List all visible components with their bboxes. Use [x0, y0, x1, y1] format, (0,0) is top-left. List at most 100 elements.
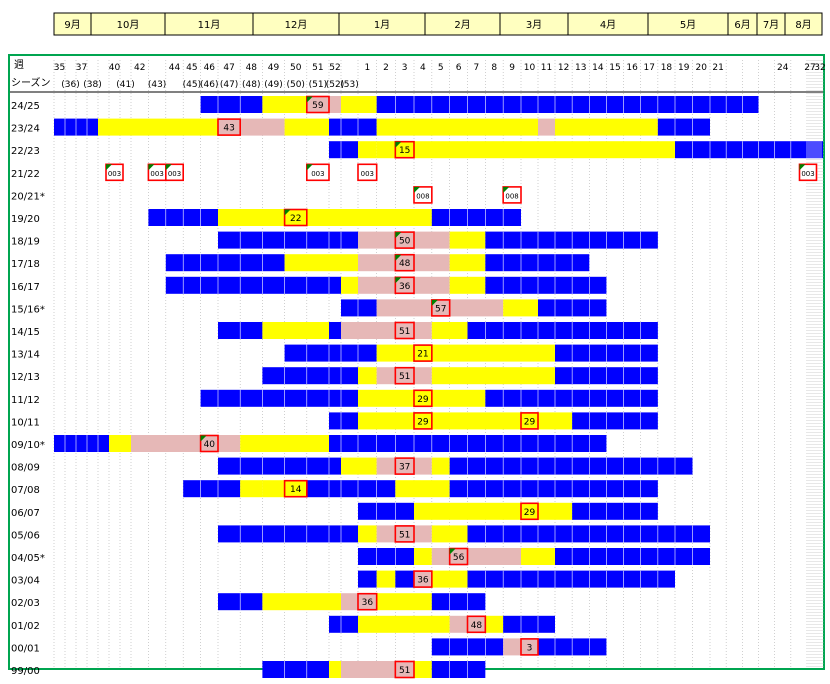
- week-tick-label: 35: [54, 63, 65, 73]
- season-bar-yellow: [521, 548, 555, 565]
- week-tick-label: 21: [712, 63, 723, 73]
- week-tick-label: 50: [290, 63, 302, 73]
- season-bar-blue: [306, 480, 396, 498]
- season-bar-yellow: [414, 344, 555, 362]
- comment-flag: [200, 435, 207, 442]
- comment-flag: [503, 186, 510, 193]
- season-bar-yellow: [449, 254, 486, 272]
- week-tick-label: 12: [558, 63, 569, 73]
- month-label: 1月: [374, 19, 390, 31]
- peak-marker-label: 003: [801, 170, 814, 178]
- week-tick-label: 8: [491, 63, 497, 73]
- season-week-label: (52): [326, 80, 344, 90]
- peak-markers: 59 43 15 003 003 003 003 003 003 008 008 22 50 48 36 57…: [105, 95, 818, 679]
- peak-marker: [394, 253, 415, 272]
- comment-flag: [148, 164, 155, 171]
- week-tick-label: 24: [777, 63, 789, 73]
- season-bar-yellow: [358, 615, 450, 633]
- season-bar-blue: [431, 593, 486, 611]
- season-week-label: (53): [340, 80, 358, 90]
- peak-marker-label: 3: [527, 643, 533, 653]
- season-bar-blue: [165, 276, 341, 294]
- season-bar-blue: [431, 661, 486, 678]
- week-tick-label: 51: [312, 63, 323, 73]
- season-bar-blue: [358, 570, 377, 588]
- week-tick-label: 46: [204, 63, 216, 73]
- peak-marker: [394, 276, 415, 295]
- peak-marker: [283, 479, 308, 498]
- week-tick-label: 45: [186, 63, 197, 73]
- week-tick-label: 7: [474, 63, 480, 73]
- month-label: 7月: [763, 19, 779, 31]
- season-bar-yellow: [431, 457, 450, 475]
- season-bar-blue: [262, 661, 329, 678]
- month-header: 9月 10月 11月 12月 1月 2月 3月 4月 5月 6月 7月 8月: [53, 12, 823, 36]
- season-bar-blue: [395, 570, 414, 588]
- season-bar-yellow: [262, 96, 307, 113]
- season-week-label: (45): [183, 80, 201, 90]
- peak-marker-label: 43: [223, 124, 234, 134]
- season-bar-yellow: [431, 322, 468, 339]
- season-label: 15/16*: [11, 304, 45, 315]
- peak-marker: [305, 163, 330, 182]
- season-labels: 24/25 23/24 22/23 21/22 20/21* 19/20 18/19 17/1…: [11, 101, 45, 677]
- season-label: 13/14: [11, 350, 40, 361]
- peak-marker: [520, 638, 539, 656]
- season-bar-yellow: [485, 615, 504, 633]
- comment-flag: [284, 209, 291, 216]
- peak-marker: [520, 412, 539, 430]
- peak-marker: [165, 163, 185, 182]
- week-tick-label: 37: [76, 63, 87, 73]
- season-bar-blue: [183, 480, 241, 498]
- season-label: 00/01: [11, 643, 40, 654]
- month-label: 10月: [117, 19, 140, 31]
- season-bar-blue: [54, 435, 109, 452]
- season-bar-yellow: [395, 480, 450, 498]
- season-bar-yellow: [358, 367, 377, 385]
- comment-flag: [395, 254, 402, 261]
- peak-marker-label: 29: [417, 417, 429, 427]
- season-bar-blue: [572, 502, 658, 520]
- season-label: 03/04: [11, 576, 40, 587]
- peak-marker-label: 29: [417, 395, 429, 405]
- peak-marker: [217, 118, 242, 136]
- peak-marker-label: 57: [435, 304, 446, 314]
- week-tick-label: 40: [109, 63, 121, 73]
- peak-marker: [448, 547, 469, 566]
- season-bar-yellow: [341, 457, 377, 475]
- peak-marker-label: 003: [168, 170, 181, 178]
- peak-marker: [413, 570, 433, 588]
- peak-marker-label: 51: [399, 372, 410, 382]
- season-bar-blue: [200, 389, 358, 407]
- week-tick-label: 1: [364, 63, 370, 73]
- season-bar-blue: [358, 502, 414, 520]
- season-bar-pink: [538, 118, 555, 136]
- season-label: 05/06: [11, 530, 40, 541]
- season-bar-yellow: [555, 118, 658, 136]
- season-bar-yellow: [376, 344, 414, 362]
- season-week-label: (46): [200, 80, 218, 90]
- month-label: 2月: [454, 19, 470, 31]
- season-bar-yellow: [284, 118, 329, 136]
- season-bar-blue: [485, 389, 658, 407]
- week-tick-label: 4: [420, 63, 426, 73]
- season-label: 08/09: [11, 463, 40, 474]
- season-label: 12/13: [11, 372, 40, 383]
- season-bar-blue: [284, 344, 377, 362]
- season-bars: [54, 96, 823, 678]
- peak-marker: [394, 457, 415, 475]
- comment-flag: [449, 548, 456, 555]
- season-label: 07/08: [11, 485, 40, 496]
- week-tick-label: 17: [644, 63, 655, 73]
- season-bar-blue: [262, 367, 358, 385]
- season-bar-pink: [503, 638, 521, 656]
- peak-marker-label: 37: [399, 463, 410, 473]
- peak-marker: [413, 186, 433, 204]
- peak-marker-label: 36: [417, 576, 429, 586]
- peak-marker: [502, 186, 522, 204]
- week-tick-label: 49: [268, 63, 280, 73]
- peak-marker-label: 22: [290, 214, 301, 224]
- week-gridlines: [53, 60, 824, 668]
- season-week-label: (48): [242, 80, 260, 90]
- season-bar-yellow: [358, 412, 573, 430]
